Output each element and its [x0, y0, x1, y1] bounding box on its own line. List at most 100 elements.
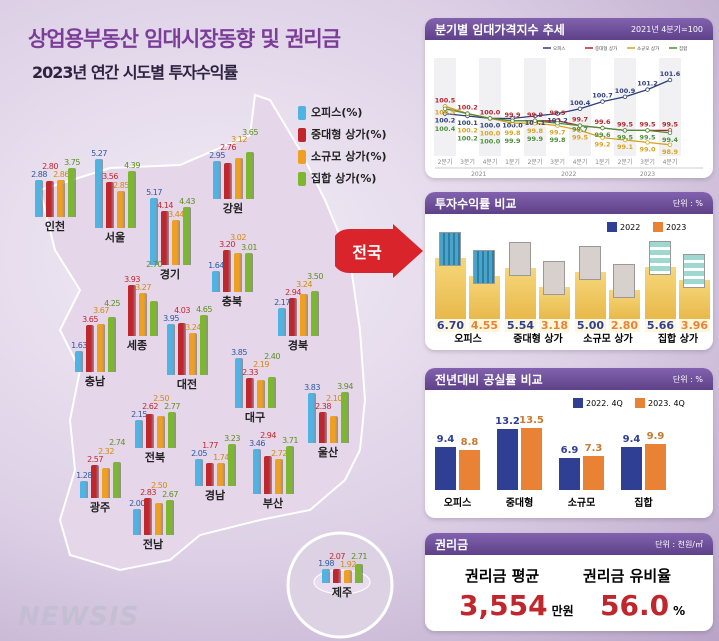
data-label: 99.9	[527, 111, 544, 119]
region-bar-value: 3.85	[231, 347, 247, 357]
data-point	[600, 135, 605, 140]
legend-2023-4q: 2023. 4Q	[635, 398, 685, 408]
region-bar-value: 2.32	[98, 446, 114, 456]
legend-mid-large: 중대형 상가(%)	[298, 128, 387, 142]
panel-title: 분기별 임대가격지수 추세	[435, 22, 565, 37]
building-icon	[579, 246, 601, 280]
avg-value: 3,554	[459, 589, 548, 622]
data-label: 99.9	[549, 109, 566, 117]
category-label: 집합 상가	[657, 334, 699, 345]
vacancy-bar	[435, 446, 456, 490]
data-label: 99.8	[504, 129, 521, 137]
region-bar	[189, 332, 197, 375]
region-label: 경남	[204, 489, 226, 502]
vacancy-bar	[521, 427, 542, 490]
year-label: 2023	[640, 171, 655, 178]
region-bar-value: 2.70	[146, 259, 162, 269]
region-bar	[355, 564, 363, 583]
return-value: 3.96	[679, 319, 710, 332]
data-label: 100.5	[435, 108, 456, 116]
legend-small: 소규모 상가(%)	[298, 150, 387, 164]
data-point	[622, 128, 628, 133]
data-label: 99.5	[639, 120, 656, 128]
region-bar	[139, 293, 147, 336]
data-label: 100.2	[457, 135, 478, 143]
region-bar	[253, 449, 261, 494]
return-value: 2.80	[609, 319, 640, 332]
region-bar-value: 1.74	[213, 453, 229, 463]
data-label: 99.6	[594, 131, 611, 139]
region-bar-value: 2.38	[315, 402, 331, 412]
region-bar-value: 3.56	[102, 171, 118, 181]
region-label: 강원	[222, 202, 244, 215]
region-bar-value: 4.65	[196, 304, 212, 314]
region-bar	[322, 569, 330, 583]
region-bar-value: 5.27	[91, 149, 107, 159]
ratio-value: 56.0	[600, 589, 670, 622]
region-bar	[183, 207, 191, 265]
legend-aggregate: 집합 상가(%)	[298, 172, 376, 186]
region-bar-value: 2.33	[242, 367, 258, 377]
region-bar	[144, 498, 152, 535]
region-bar	[135, 420, 143, 448]
region-bar-value: 3.93	[124, 274, 140, 284]
region-bar-value: 2.83	[140, 488, 156, 498]
x-tick-label: 3분기	[460, 158, 475, 166]
vacancy-bar	[621, 446, 642, 490]
building-icon	[439, 232, 461, 267]
data-label: 99.0	[639, 145, 656, 153]
region-label: 경북	[287, 339, 309, 352]
region-bar	[311, 290, 319, 336]
data-label: 99.7	[572, 126, 588, 134]
region-bar-value: 2.94	[260, 430, 276, 440]
data-label: 98.9	[662, 148, 679, 156]
region-label: 경기	[159, 268, 181, 281]
region-bar-value: 1.63	[71, 340, 87, 350]
x-tick-label: 3분기	[640, 158, 655, 166]
vacancy-bar	[497, 429, 518, 490]
vacancy-value: 8.8	[460, 436, 479, 448]
region-bar-value: 2.50	[153, 393, 169, 403]
region-bar-value: 2.77	[164, 401, 180, 411]
region-bar	[200, 314, 208, 375]
region-bar	[97, 324, 105, 372]
region-bar	[167, 323, 175, 375]
x-tick-label: 3분기	[550, 158, 565, 166]
vacancy-value: 9.4	[622, 433, 641, 445]
legend-label: 소규모 상가	[637, 45, 659, 52]
region-bar	[286, 445, 294, 494]
data-label: 99.6	[594, 118, 611, 126]
region-bar-value: 1.77	[202, 440, 218, 450]
region-bar	[117, 190, 125, 228]
legend-label: 2023. 4Q	[648, 398, 685, 408]
year-label: 2021	[471, 171, 486, 178]
region-bar-value: 2.72	[271, 448, 287, 458]
region-bar	[128, 170, 136, 228]
region-bar	[150, 300, 158, 336]
region-bar-value: 3.75	[64, 158, 80, 168]
panel-note: 2021년 4분기=100	[630, 24, 703, 34]
region-bar-value: 2.19	[253, 359, 269, 369]
avg-unit: 만원	[551, 604, 574, 618]
vacancy-bar	[459, 449, 480, 490]
return-value: 5.00	[575, 319, 606, 332]
x-tick-label: 2분기	[528, 158, 543, 166]
rent-index-panel: 분기별 임대가격지수 추세 2021년 4분기=100 2분기 3분기 4분기 1분기 2…	[425, 18, 713, 178]
region-label: 전북	[144, 451, 166, 464]
region-bar	[46, 180, 54, 217]
building-icon	[649, 240, 671, 275]
data-point	[510, 118, 515, 123]
region-bar-value: 3.95	[163, 313, 179, 323]
panel-header: 전년대비 공실률 비교 단위 : %	[425, 368, 713, 390]
data-point	[555, 120, 560, 126]
data-label: 101.6	[660, 70, 681, 78]
data-label: 99.5	[639, 133, 656, 141]
region-bar	[223, 250, 231, 292]
region-label: 울산	[317, 446, 339, 459]
ratio-value-group: 56.0%	[600, 589, 685, 622]
column-band	[524, 58, 546, 156]
data-point	[532, 118, 538, 123]
region-bar-value: 2.95	[209, 150, 225, 160]
region-bar-value: 2.67	[162, 490, 178, 500]
region-bar	[35, 179, 43, 217]
